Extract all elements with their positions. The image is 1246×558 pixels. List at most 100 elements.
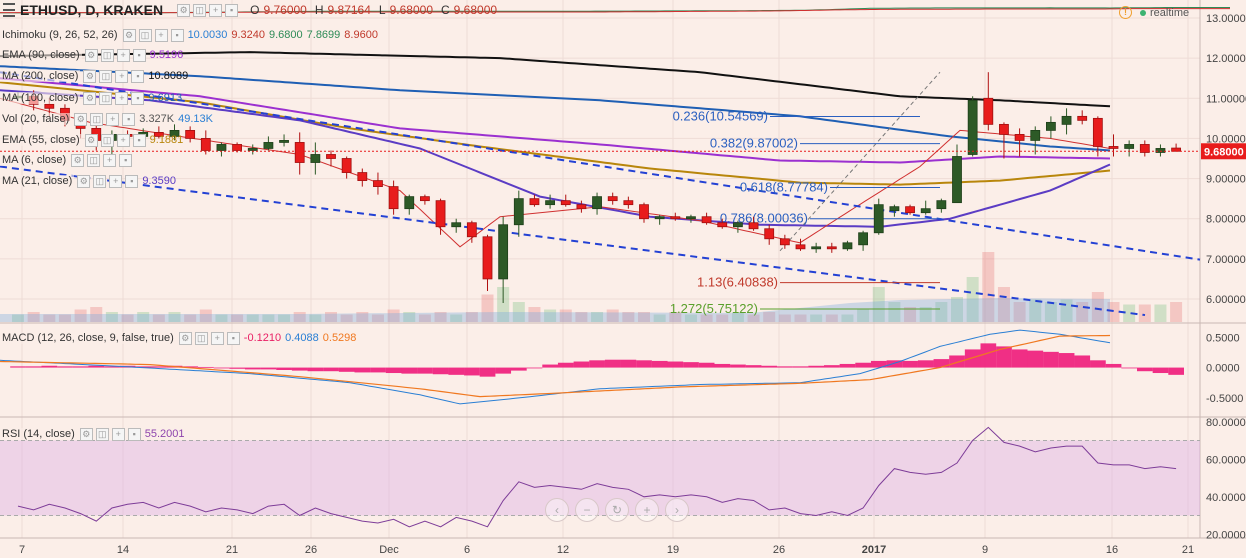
ema-55-name[interactable]: EMA (55, close) xyxy=(0,134,82,146)
add-icon[interactable]: + xyxy=(154,28,168,42)
settings-icon[interactable]: ⚙ xyxy=(74,112,88,126)
candle-body xyxy=(373,180,383,187)
candle-body xyxy=(905,206,915,214)
volume-bar xyxy=(27,312,40,322)
add-icon[interactable]: + xyxy=(103,153,117,167)
ichimoku-name[interactable]: Ichimoku (9, 26, 52, 26) xyxy=(0,29,120,41)
scroll-left-icon[interactable]: ‹ xyxy=(545,498,569,522)
settings-icon[interactable]: ⚙ xyxy=(83,91,97,105)
volume-bar xyxy=(121,314,134,322)
more-icon[interactable]: ▪ xyxy=(225,3,239,17)
zoom-out-icon[interactable]: − xyxy=(575,498,599,522)
format-icon[interactable]: ◫ xyxy=(87,153,101,167)
more-icon[interactable]: ▪ xyxy=(226,331,240,345)
candle-body xyxy=(576,204,587,210)
format-icon[interactable]: ◫ xyxy=(138,28,152,42)
volume-bar xyxy=(90,307,103,322)
format-icon[interactable]: ◫ xyxy=(193,3,207,17)
settings-icon[interactable]: ⚙ xyxy=(83,69,97,83)
volume-name[interactable]: Vol (20, false) xyxy=(0,113,72,125)
volume-bar xyxy=(904,307,917,322)
time-tick-label: 12 xyxy=(557,544,569,556)
format-icon[interactable]: ◫ xyxy=(100,48,114,62)
candle-body xyxy=(513,198,524,226)
macd-histogram-bar xyxy=(730,364,746,368)
settings-icon[interactable]: ⚙ xyxy=(84,133,98,147)
ema-55-legend-row[interactable]: EMA (55, close) ⚙ ◫ + ▪ 9.1881 xyxy=(0,132,183,148)
settings-icon[interactable]: ⚙ xyxy=(84,48,98,62)
candle-body xyxy=(357,172,368,181)
menu-icon[interactable] xyxy=(3,3,15,17)
reset-icon[interactable]: ↻ xyxy=(605,498,629,522)
volume-bar xyxy=(528,307,541,322)
settings-icon[interactable]: ⚙ xyxy=(122,28,136,42)
ma-200-name[interactable]: MA (200, close) xyxy=(0,70,81,82)
format-icon[interactable]: ◫ xyxy=(100,133,114,147)
settings-icon[interactable]: ⚙ xyxy=(79,427,93,441)
scroll-right-icon[interactable]: › xyxy=(665,498,689,522)
symbol-label[interactable]: ETHUSD, D, KRAKEN xyxy=(20,2,164,18)
realtime-indicator[interactable]: ! realtime xyxy=(1119,6,1189,19)
volume-bar xyxy=(418,314,431,322)
ma-100-legend-row[interactable]: MA (100, close) ⚙ ◫ + ▪ 9.6913 xyxy=(0,90,182,106)
volume-legend-row[interactable]: Vol (20, false) ⚙ ◫ + ▪ 3.327K 49.13K xyxy=(0,111,213,127)
settings-icon[interactable]: ⚙ xyxy=(178,331,192,345)
volume-bar xyxy=(43,314,56,322)
warning-icon[interactable]: ! xyxy=(1119,6,1132,19)
more-icon[interactable]: ▪ xyxy=(125,174,139,188)
ma-6-legend-row[interactable]: MA (6, close) ⚙ ◫ + ▪ xyxy=(0,152,133,168)
candle-body xyxy=(607,196,618,202)
macd-histogram-bar xyxy=(291,367,308,371)
more-icon[interactable]: ▪ xyxy=(131,69,145,83)
macd-name[interactable]: MACD (12, 26, close, 9, false, true) xyxy=(0,332,176,344)
rsi-name[interactable]: RSI (14, close) xyxy=(0,428,77,440)
settings-icon[interactable]: ⚙ xyxy=(177,3,191,17)
settings-icon[interactable]: ⚙ xyxy=(71,153,85,167)
format-icon[interactable]: ◫ xyxy=(93,174,107,188)
ma-6-line xyxy=(0,97,1111,248)
format-icon[interactable]: ◫ xyxy=(90,112,104,126)
macd-histogram-bar xyxy=(777,366,793,368)
candle-body xyxy=(952,156,962,204)
rsi-legend-row[interactable]: RSI (14, close) ⚙ ◫ + ▪ 55.2001 xyxy=(0,426,185,442)
ema-90-name[interactable]: EMA (90, close) xyxy=(0,49,82,61)
candle-body xyxy=(654,216,665,220)
ema-90-legend-row[interactable]: EMA (90, close) ⚙ ◫ + ▪ 9.5196 xyxy=(0,47,183,63)
more-icon[interactable]: ▪ xyxy=(131,91,145,105)
format-icon[interactable]: ◫ xyxy=(99,91,113,105)
more-icon[interactable]: ▪ xyxy=(132,48,146,62)
candle-body xyxy=(1139,144,1150,153)
more-icon[interactable]: ▪ xyxy=(127,427,141,441)
add-icon[interactable]: + xyxy=(106,112,120,126)
macd-legend-row[interactable]: MACD (12, 26, close, 9, false, true) ⚙ ◫ + ▪… xyxy=(0,330,356,346)
ichimoku-legend-row[interactable]: Ichimoku (9, 26, 52, 26) ⚙ ◫ + ▪ 10.0030 9.324… xyxy=(0,27,378,43)
add-icon[interactable]: + xyxy=(115,91,129,105)
more-icon[interactable]: ▪ xyxy=(119,153,133,167)
candle-body xyxy=(686,216,696,220)
add-icon[interactable]: + xyxy=(209,3,223,17)
more-icon[interactable]: ▪ xyxy=(170,28,184,42)
add-icon[interactable]: + xyxy=(115,69,129,83)
format-icon[interactable]: ◫ xyxy=(194,331,208,345)
add-icon[interactable]: + xyxy=(109,174,123,188)
add-icon[interactable]: + xyxy=(116,48,130,62)
add-icon[interactable]: + xyxy=(210,331,224,345)
ma-6-name[interactable]: MA (6, close) xyxy=(0,154,69,166)
volume-bar xyxy=(199,309,212,322)
format-icon[interactable]: ◫ xyxy=(95,427,109,441)
add-icon[interactable]: + xyxy=(116,133,130,147)
add-icon[interactable]: + xyxy=(111,427,125,441)
ma-21-name[interactable]: MA (21, close) xyxy=(0,175,75,187)
more-icon[interactable]: ▪ xyxy=(132,133,146,147)
more-icon[interactable]: ▪ xyxy=(122,112,136,126)
ma-100-name[interactable]: MA (100, close) xyxy=(0,92,81,104)
settings-icon[interactable]: ⚙ xyxy=(77,174,91,188)
ma-200-legend-row[interactable]: MA (200, close) ⚙ ◫ + ▪ 10.8089 xyxy=(0,68,188,84)
macd-histogram-bar xyxy=(10,366,26,368)
macd-histogram-bar xyxy=(1043,351,1059,368)
format-icon[interactable]: ◫ xyxy=(99,69,113,83)
ma-21-legend-row[interactable]: MA (21, close) ⚙ ◫ + ▪ 9.3590 xyxy=(0,173,176,189)
volume-bar xyxy=(810,314,823,322)
zoom-in-icon[interactable]: + xyxy=(635,498,659,522)
